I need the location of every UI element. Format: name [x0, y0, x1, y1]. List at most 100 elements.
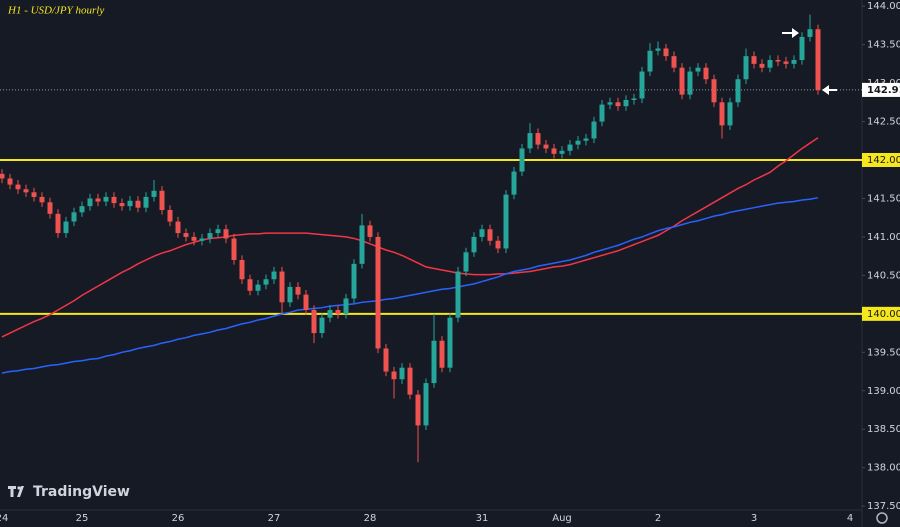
candle-body	[679, 67, 685, 95]
y-tick-label: 140.500	[867, 270, 900, 281]
y-tick-label: 141.000	[867, 232, 900, 243]
candle-body	[695, 67, 701, 72]
candle-body	[543, 144, 549, 149]
candle-body	[311, 310, 317, 334]
candle-body	[471, 236, 477, 253]
candle-body	[95, 198, 101, 202]
y-tick-label: 141.500	[867, 193, 900, 204]
candle-body	[751, 56, 757, 64]
candle-body	[735, 79, 741, 103]
candle-body	[271, 271, 277, 280]
candle-body	[87, 198, 93, 207]
candle-body	[527, 133, 533, 149]
candle-body	[55, 213, 61, 234]
y-tick-label: 138.000	[867, 463, 900, 474]
candle-body	[263, 279, 269, 285]
candle-body	[687, 71, 693, 95]
candle-body	[631, 98, 637, 100]
candle-body	[279, 271, 285, 303]
candle-body	[63, 221, 69, 234]
candle-body	[207, 233, 213, 239]
moving-average-line	[1, 137, 819, 338]
settings-icon[interactable]	[876, 512, 888, 524]
last-price-label: 142.911	[867, 85, 900, 96]
candle-body	[199, 238, 205, 241]
candle-body	[287, 286, 293, 303]
candle-body	[327, 310, 333, 318]
candle-body	[39, 196, 45, 203]
candle-body	[623, 100, 629, 107]
candle-body	[495, 240, 501, 249]
candle-body	[175, 221, 181, 234]
candle-body	[239, 260, 245, 280]
chart-title: H1 - USD/JPY hourly	[7, 5, 104, 17]
plot-area	[0, 14, 862, 463]
candle-body	[23, 189, 29, 193]
candle-body	[591, 121, 597, 139]
x-tick-label: 26	[172, 513, 185, 524]
candle-body	[15, 184, 21, 190]
candle-body	[815, 29, 821, 90]
candle-body	[7, 178, 13, 185]
moving-average-line	[1, 196, 819, 374]
candle-body	[167, 210, 173, 222]
y-tick-label: 144.000	[867, 1, 900, 12]
candle-body	[807, 29, 813, 37]
y-tick-label: 139.000	[867, 386, 900, 397]
candle-body	[463, 252, 469, 272]
candle-body	[31, 192, 37, 197]
candle-body	[391, 371, 397, 380]
candle-body	[727, 102, 733, 126]
candle-body	[383, 348, 389, 372]
candle-body	[783, 61, 789, 64]
y-tick-label: 137.500	[867, 501, 900, 512]
candle-body	[535, 133, 541, 145]
candle-body	[607, 102, 613, 105]
y-tick-label: 139.500	[867, 347, 900, 358]
x-tick-label: Aug	[552, 513, 572, 524]
y-tick-label: 143.500	[867, 40, 900, 51]
candle-body	[743, 56, 749, 80]
watermark-text: TradingView	[33, 484, 130, 500]
candle-body	[583, 138, 589, 141]
candle-body	[335, 310, 341, 314]
candle-body	[703, 67, 709, 80]
level-label: 142.000	[867, 155, 900, 166]
candle-body	[359, 225, 365, 264]
candle-body	[151, 190, 157, 197]
candle-body	[791, 60, 797, 64]
candle-body	[567, 144, 573, 151]
candle-body	[559, 150, 565, 154]
candle-body	[431, 340, 437, 384]
candle-body	[599, 104, 605, 122]
arrow-right	[782, 28, 799, 38]
candle-body	[447, 317, 453, 368]
candle-body	[247, 279, 253, 291]
candle-body	[655, 48, 661, 51]
x-tick-label: 27	[268, 513, 281, 524]
x-tick-label: 31	[476, 513, 489, 524]
candle-body	[399, 367, 405, 380]
x-tick-label: 4	[847, 513, 853, 524]
level-label-box	[862, 306, 900, 321]
candle-body	[719, 102, 725, 126]
candle-body	[303, 294, 309, 310]
candle-body	[143, 196, 149, 208]
candle-body	[215, 229, 221, 234]
level-label: 140.000	[867, 309, 900, 320]
y-tick-label: 138.500	[867, 424, 900, 435]
candle-body	[759, 63, 765, 68]
candle-body	[343, 298, 349, 314]
candle-body	[519, 148, 525, 172]
last-price-box	[862, 82, 900, 97]
y-tick-label: 142.500	[867, 117, 900, 128]
candle-body	[479, 229, 485, 237]
candle-body	[159, 190, 165, 210]
candle-body	[407, 367, 413, 395]
candle-body	[111, 196, 117, 204]
settings-gear[interactable]	[876, 512, 888, 524]
candle-body	[255, 284, 261, 291]
candle-body	[71, 212, 77, 222]
candle-body	[79, 206, 85, 213]
